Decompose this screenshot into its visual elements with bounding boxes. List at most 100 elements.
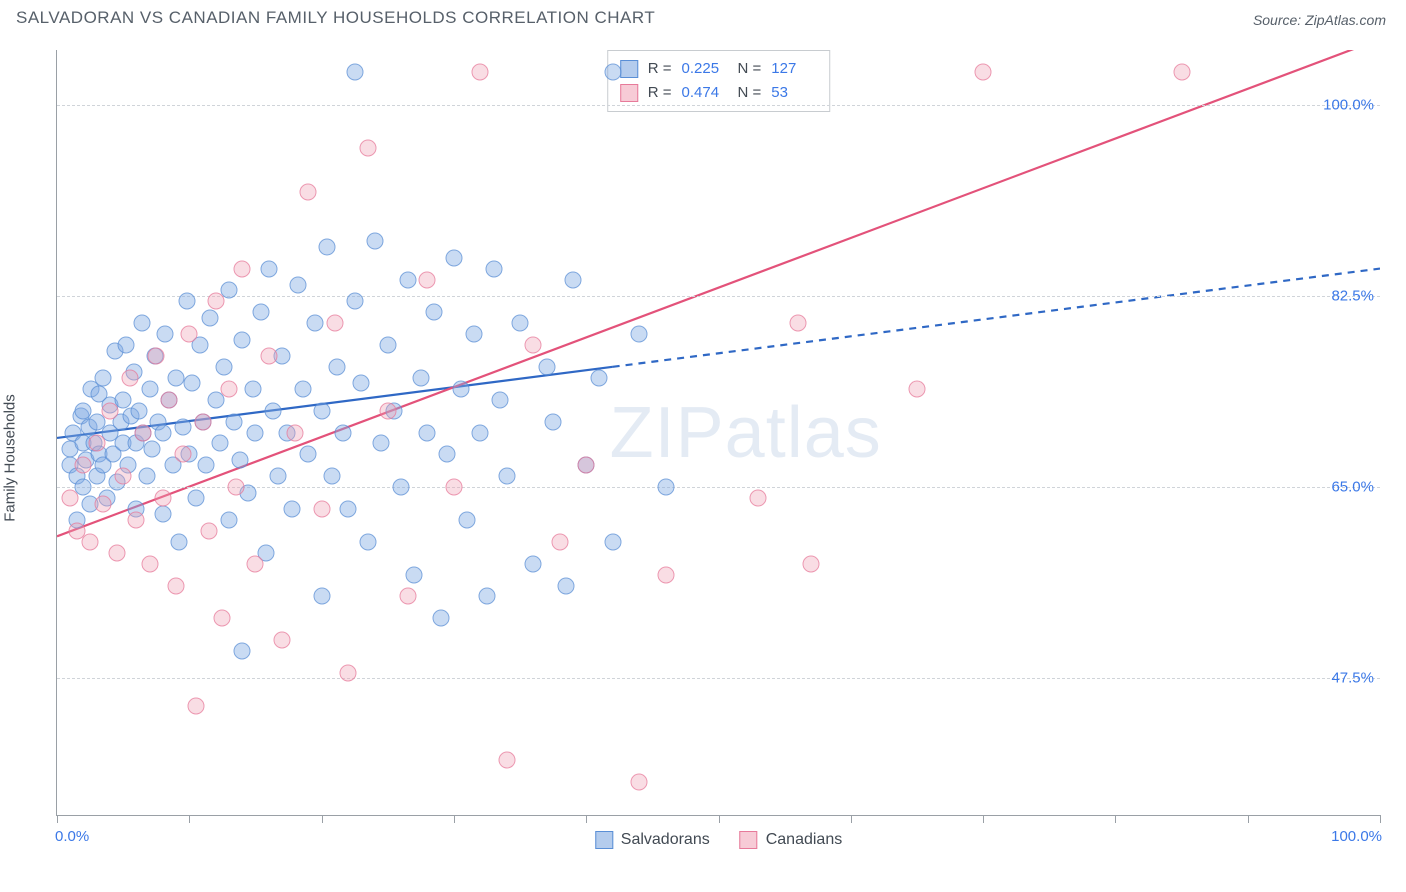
x-tick (1115, 815, 1116, 823)
data-point (198, 457, 215, 474)
data-point (141, 380, 158, 397)
data-point (284, 501, 301, 518)
legend: Salvadorans Canadians (595, 831, 842, 849)
y-tick-label: 47.5% (1331, 670, 1374, 687)
data-point (525, 555, 542, 572)
chart-source: Source: ZipAtlas.com (1253, 12, 1386, 28)
data-point (313, 588, 330, 605)
data-point (154, 490, 171, 507)
data-point (108, 544, 125, 561)
data-point (492, 391, 509, 408)
data-point (525, 337, 542, 354)
swatch-pink (620, 84, 638, 102)
data-point (789, 315, 806, 332)
data-point (426, 304, 443, 321)
data-point (631, 774, 648, 791)
n-value-2: 53 (771, 81, 817, 105)
data-point (472, 63, 489, 80)
x-tick (189, 815, 190, 823)
data-point (472, 424, 489, 441)
data-point (558, 577, 575, 594)
data-point (187, 490, 204, 507)
swatch-blue (620, 60, 638, 78)
data-point (154, 506, 171, 523)
data-point (148, 348, 165, 365)
x-axis-min-label: 0.0% (55, 828, 89, 845)
data-point (498, 752, 515, 769)
legend-swatch-blue (595, 831, 613, 849)
data-point (353, 375, 370, 392)
x-tick (851, 815, 852, 823)
data-point (161, 391, 178, 408)
data-point (62, 490, 79, 507)
data-point (117, 337, 134, 354)
data-point (168, 369, 185, 386)
data-point (220, 511, 237, 528)
chart-title: SALVADORAN VS CANADIAN FAMILY HOUSEHOLDS… (16, 8, 655, 28)
n-label: N = (738, 57, 762, 81)
data-point (95, 369, 112, 386)
data-point (133, 315, 150, 332)
data-point (260, 348, 277, 365)
r-value-2: 0.474 (682, 81, 728, 105)
data-point (604, 533, 621, 550)
data-point (313, 402, 330, 419)
y-tick-label: 82.5% (1331, 287, 1374, 304)
data-point (289, 276, 306, 293)
data-point (379, 402, 396, 419)
data-point (295, 380, 312, 397)
data-point (324, 468, 341, 485)
data-point (657, 566, 674, 583)
legend-label-1: Salvadorans (621, 831, 710, 849)
data-point (432, 610, 449, 627)
gridline (57, 105, 1380, 106)
data-point (406, 566, 423, 583)
data-point (247, 424, 264, 441)
legend-item-salvadorans: Salvadorans (595, 831, 710, 849)
data-point (306, 315, 323, 332)
x-tick (1380, 815, 1381, 823)
data-point (478, 588, 495, 605)
data-point (340, 664, 357, 681)
data-point (154, 424, 171, 441)
data-point (908, 380, 925, 397)
data-point (657, 479, 674, 496)
data-point (379, 337, 396, 354)
x-tick (454, 815, 455, 823)
gridline (57, 487, 1380, 488)
y-tick-label: 65.0% (1331, 479, 1374, 496)
data-point (399, 271, 416, 288)
data-point (340, 501, 357, 518)
data-point (115, 468, 132, 485)
data-point (157, 326, 174, 343)
data-point (247, 555, 264, 572)
data-point (300, 184, 317, 201)
data-point (88, 435, 105, 452)
data-point (551, 533, 568, 550)
data-point (334, 424, 351, 441)
data-point (604, 63, 621, 80)
data-point (215, 358, 232, 375)
watermark: ZIPatlas (610, 392, 882, 474)
x-tick (983, 815, 984, 823)
legend-swatch-pink (740, 831, 758, 849)
data-point (329, 358, 346, 375)
data-point (128, 511, 145, 528)
data-point (346, 293, 363, 310)
data-point (183, 375, 200, 392)
n-value-1: 127 (771, 57, 817, 81)
data-point (231, 451, 248, 468)
data-point (174, 446, 191, 463)
data-point (269, 468, 286, 485)
legend-item-canadians: Canadians (740, 831, 843, 849)
data-point (131, 402, 148, 419)
data-point (359, 140, 376, 157)
y-tick-label: 100.0% (1323, 96, 1374, 113)
data-point (121, 369, 138, 386)
x-tick (322, 815, 323, 823)
data-point (412, 369, 429, 386)
data-point (373, 435, 390, 452)
gridline (57, 678, 1380, 679)
data-point (75, 457, 92, 474)
data-point (1173, 63, 1190, 80)
